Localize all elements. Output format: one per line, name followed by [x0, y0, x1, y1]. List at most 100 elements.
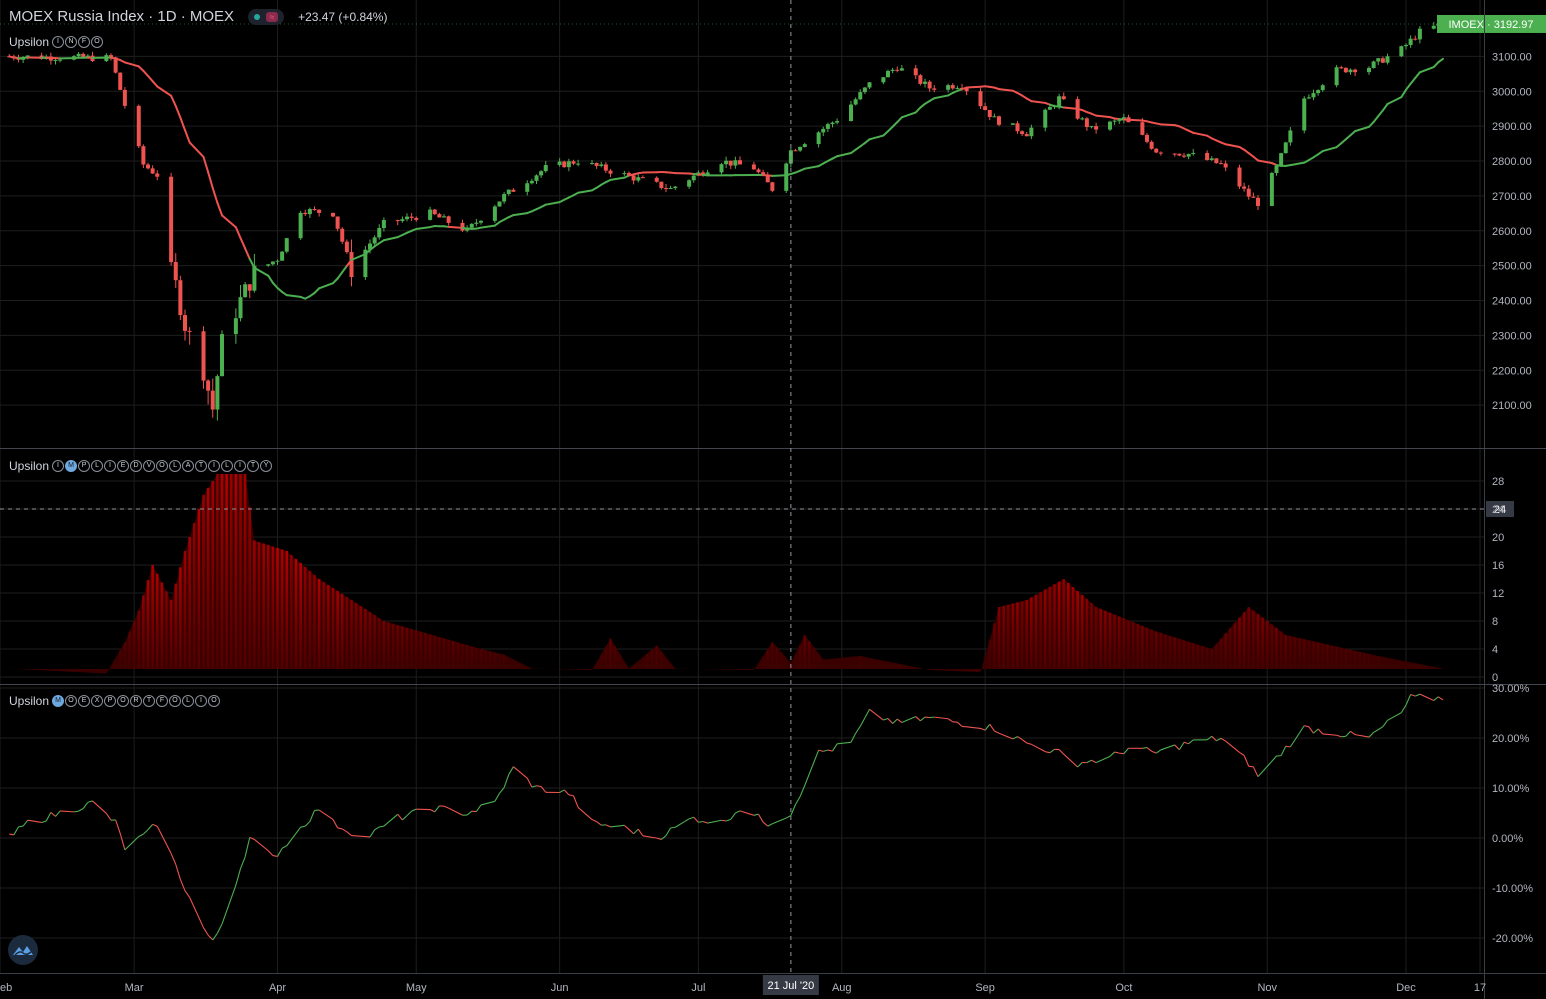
time-tick-label: Aug [832, 982, 852, 994]
moving-average-segment [345, 258, 353, 267]
indicator-letter-badge: T [247, 460, 260, 472]
portfolio-line-segment [1257, 760, 1273, 778]
candle-body [155, 173, 160, 177]
volatility-strip [303, 567, 307, 669]
moving-average-segment [1432, 61, 1440, 69]
candle-body [627, 173, 631, 176]
candle-body [169, 176, 174, 263]
volatility-strip [1205, 647, 1209, 669]
portfolio-line-segment [947, 718, 954, 723]
portfolio-line-segment [795, 796, 801, 805]
volatility-strip [359, 606, 363, 669]
portfolio-line-segment [480, 800, 496, 806]
moving-average-segment [188, 141, 205, 158]
candle-body [238, 297, 243, 319]
portfolio-tick-label: -20.00% [1492, 933, 1533, 945]
candle-body [1182, 155, 1186, 157]
volatility-strip [1173, 637, 1177, 669]
indicator-letter-badge: P [104, 695, 117, 707]
volatility-strip [1201, 646, 1204, 669]
indicator-legend-info[interactable]: Upsilon I N F O [9, 35, 104, 49]
candle-body [1288, 130, 1293, 143]
candle-body [1246, 188, 1251, 197]
brand-logo[interactable] [8, 935, 38, 965]
crosshair: 21 Jul '20 [762, 0, 819, 995]
volatility-pane[interactable]: 24 [0, 474, 1514, 674]
portfolio-line-segment [309, 810, 316, 822]
candle-body [1279, 153, 1284, 166]
candle-body [266, 264, 271, 266]
portfolio-line-segment [859, 717, 866, 727]
portfolio-line-segment [1095, 755, 1111, 764]
portfolio-line-segment [1031, 743, 1046, 753]
moving-average-segment [1418, 66, 1435, 74]
symbol-title[interactable]: MOEX Russia Index · 1D · MOEX [9, 8, 235, 25]
moving-average-segment [174, 105, 182, 119]
portfolio-pane[interactable] [9, 693, 1444, 941]
portfolio-line-segment [896, 718, 903, 723]
volatility-strip [1372, 654, 1375, 669]
grid-lines [0, 0, 1484, 973]
moving-average-segment [1062, 106, 1079, 110]
volatility-strip [599, 654, 603, 669]
volatility-strip [216, 474, 219, 669]
portfolio-line-segment [41, 820, 47, 823]
portfolio-line-segment [989, 723, 995, 732]
volatility-strip [327, 585, 330, 669]
candle-body [1140, 122, 1145, 135]
portfolio-line-segment [1438, 696, 1444, 701]
volatility-strip [808, 641, 811, 669]
volatility-strip [151, 565, 154, 669]
portfolio-line-segment [1382, 719, 1388, 728]
candle-body [1283, 142, 1288, 154]
volatility-tick-label: 24 [1492, 504, 1504, 516]
moving-average-segment [1095, 114, 1111, 119]
portfolio-line-segment [379, 825, 384, 828]
candle-body [275, 260, 280, 262]
candle-body [1057, 96, 1062, 107]
time-tick-label: Jun [551, 982, 569, 994]
moving-average-segment [998, 88, 1014, 92]
candle-body [377, 228, 382, 238]
volatility-strip [1071, 587, 1075, 669]
portfolio-line-segment [1252, 766, 1259, 777]
candle-body [1117, 120, 1122, 122]
indicator-letter-badge: X [91, 695, 104, 707]
moving-average-segment [1335, 142, 1343, 149]
candle-body [964, 88, 969, 92]
time-tick-label: Mar [125, 982, 144, 994]
portfolio-line-segment [633, 828, 639, 835]
candle-body [118, 72, 123, 90]
portfolio-line-segment [1322, 733, 1337, 736]
portfolio-line-segment [762, 821, 769, 827]
candle-body [492, 206, 497, 221]
candle-body [765, 175, 770, 183]
volatility-strip [322, 582, 326, 669]
indicator-legend-portfolio[interactable]: Upsilon M O E X P O R T F O L I O [9, 694, 221, 708]
price-tick-label: 2200.00 [1492, 365, 1532, 377]
volatility-strip [419, 631, 423, 669]
portfolio-line-segment [513, 766, 528, 779]
indicator-legend-implied-volatility[interactable]: Upsilon I M P L I E D V O L A T I L I T Y [9, 459, 273, 473]
candle-body [691, 175, 696, 181]
candle-body [298, 212, 303, 239]
price-pane[interactable]: IMOEX · 3192.97 [0, 14, 1546, 421]
candle-body [1186, 153, 1191, 157]
candle-body [81, 53, 86, 58]
moving-average-segment [202, 155, 210, 174]
portfolio-line-segment [698, 820, 704, 823]
moving-average-segment [1386, 96, 1403, 106]
status-toggle[interactable]: ≈ [248, 8, 285, 25]
portfolio-line-segment [221, 884, 237, 925]
moving-average-segment [184, 129, 191, 144]
price-change: +23.47 (+0.84%) [298, 9, 388, 24]
candle-body [136, 105, 141, 147]
moving-average-segment [577, 189, 593, 194]
portfolio-line-segment [272, 855, 278, 857]
portfolio-line-segment [115, 819, 121, 834]
volatility-strip [1247, 607, 1251, 669]
volatility-strip [1182, 640, 1186, 669]
moving-average-segment [1252, 155, 1259, 162]
volatility-strip [1363, 652, 1366, 669]
volatility-strip [1164, 634, 1167, 669]
